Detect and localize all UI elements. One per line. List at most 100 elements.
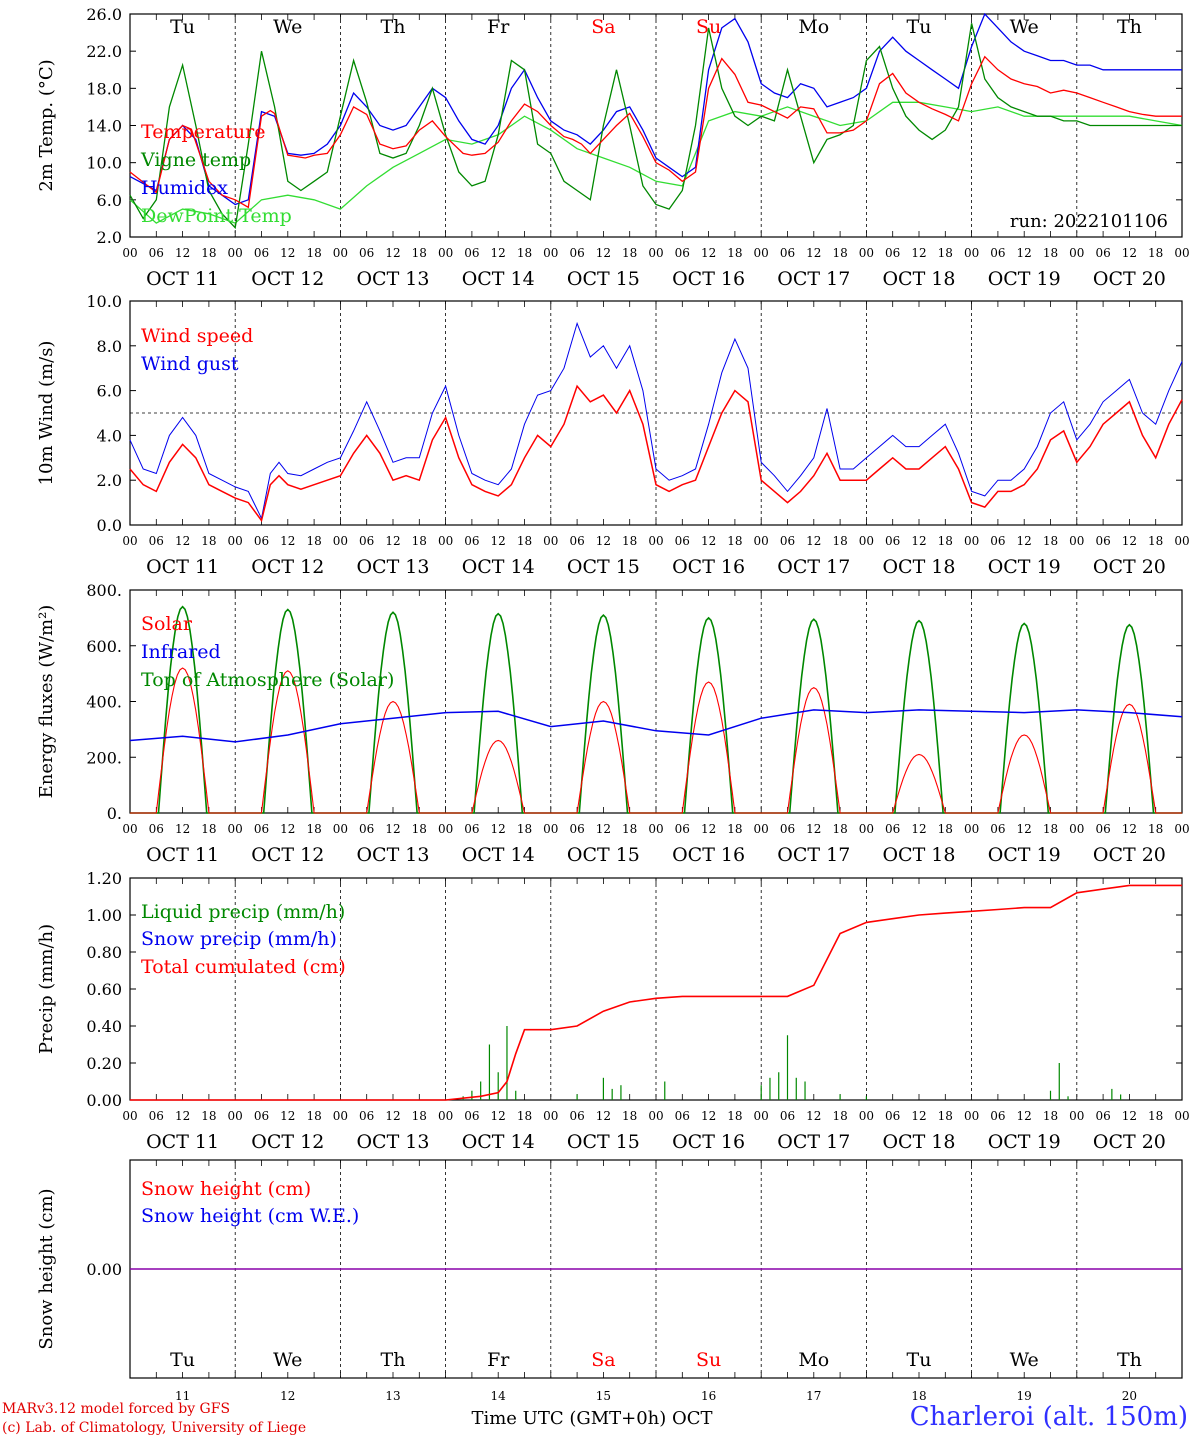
y-axis-label: 2m Temp. (°C) bbox=[36, 59, 57, 191]
hour-tick-label: 06 bbox=[569, 246, 584, 260]
hour-tick-label: 06 bbox=[149, 246, 164, 260]
y-tick-label: 0.0 bbox=[97, 516, 122, 535]
hour-tick-label: 00 bbox=[333, 1109, 348, 1123]
hour-tick-label: 12 bbox=[175, 1109, 190, 1123]
hour-tick-label: 18 bbox=[832, 246, 847, 260]
model-credit: MARv3.12 model forced by GFS bbox=[2, 1401, 231, 1417]
legend-entry: Wind speed bbox=[141, 325, 253, 347]
time-axis-label: Time UTC (GMT+0h) OCT bbox=[471, 1408, 712, 1429]
hour-tick-label: 06 bbox=[1095, 246, 1110, 260]
hour-tick-label: 12 bbox=[385, 822, 400, 836]
hour-tick-label: 06 bbox=[990, 1109, 1005, 1123]
hour-tick-label: 12 bbox=[911, 534, 926, 548]
date-label: OCT 14 bbox=[462, 1131, 535, 1153]
y-tick-label: 600. bbox=[86, 637, 122, 656]
date-label: OCT 11 bbox=[146, 844, 219, 866]
date-label: OCT 14 bbox=[462, 556, 535, 578]
hour-tick-label: 18 bbox=[517, 534, 532, 548]
day-number-label: 17 bbox=[806, 1389, 821, 1403]
weekday-label: We bbox=[273, 16, 302, 38]
hour-tick-label: 00 bbox=[1174, 534, 1189, 548]
hour-tick-label: 18 bbox=[1148, 822, 1163, 836]
hour-tick-label: 18 bbox=[412, 246, 427, 260]
hour-tick-label: 06 bbox=[464, 822, 479, 836]
date-label: OCT 19 bbox=[988, 556, 1061, 578]
hour-tick-label: 12 bbox=[806, 1109, 821, 1123]
date-label: OCT 17 bbox=[777, 268, 850, 290]
date-label: OCT 15 bbox=[567, 1131, 640, 1153]
hour-tick-label: 12 bbox=[806, 534, 821, 548]
y-tick-label: 6.0 bbox=[97, 191, 122, 210]
hour-tick-label: 18 bbox=[938, 534, 953, 548]
hour-tick-label: 12 bbox=[1122, 534, 1137, 548]
hour-tick-label: 00 bbox=[964, 822, 979, 836]
weekday-label: Tu bbox=[907, 16, 932, 38]
hour-tick-label: 18 bbox=[306, 822, 321, 836]
date-label: OCT 12 bbox=[251, 1131, 324, 1153]
hour-tick-label: 00 bbox=[438, 1109, 453, 1123]
hour-tick-label: 18 bbox=[517, 822, 532, 836]
hour-tick-label: 06 bbox=[1095, 1109, 1110, 1123]
hour-tick-label: 06 bbox=[885, 1109, 900, 1123]
date-label: OCT 13 bbox=[356, 556, 429, 578]
hour-tick-label: 00 bbox=[228, 1109, 243, 1123]
hour-tick-label: 00 bbox=[122, 534, 137, 548]
y-tick-label: 8.0 bbox=[97, 337, 122, 356]
hour-tick-label: 06 bbox=[885, 246, 900, 260]
hour-tick-label: 06 bbox=[675, 246, 690, 260]
hour-tick-label: 00 bbox=[333, 534, 348, 548]
hour-tick-label: 06 bbox=[569, 534, 584, 548]
hour-tick-label: 00 bbox=[122, 246, 137, 260]
hour-tick-label: 06 bbox=[254, 1109, 269, 1123]
weekday-label: We bbox=[273, 1349, 302, 1371]
y-axis-label: Snow height (cm) bbox=[36, 1188, 57, 1349]
cumulated-precip-line bbox=[130, 884, 1182, 1101]
date-label: OCT 18 bbox=[882, 268, 955, 290]
hour-tick-label: 12 bbox=[701, 534, 716, 548]
date-label: OCT 15 bbox=[567, 556, 640, 578]
date-label: OCT 18 bbox=[882, 556, 955, 578]
weekday-label: Mo bbox=[798, 16, 829, 38]
y-tick-label: 2.0 bbox=[97, 228, 122, 247]
weekday-label: Mo bbox=[798, 1349, 829, 1371]
hour-tick-label: 12 bbox=[280, 1109, 295, 1123]
hour-tick-label: 00 bbox=[333, 246, 348, 260]
y-tick-label: 0.20 bbox=[86, 1054, 122, 1073]
y-tick-label: 0. bbox=[107, 804, 122, 823]
hour-tick-label: 18 bbox=[201, 822, 216, 836]
hour-tick-label: 06 bbox=[675, 822, 690, 836]
weekday-label: Sa bbox=[591, 1349, 615, 1371]
hour-tick-label: 12 bbox=[175, 534, 190, 548]
hour-tick-label: 12 bbox=[701, 822, 716, 836]
station-label: Charleroi (alt. 150m) bbox=[909, 1402, 1188, 1432]
y-tick-label: 0.00 bbox=[86, 1260, 122, 1279]
hour-tick-label: 06 bbox=[780, 1109, 795, 1123]
y-tick-label: 1.00 bbox=[86, 906, 122, 925]
hour-tick-label: 00 bbox=[648, 534, 663, 548]
series-line bbox=[129, 23, 1182, 230]
day-number-label: 13 bbox=[385, 1389, 400, 1403]
date-label: OCT 19 bbox=[988, 844, 1061, 866]
hour-tick-label: 00 bbox=[438, 246, 453, 260]
hour-tick-label: 12 bbox=[175, 822, 190, 836]
date-label: OCT 15 bbox=[567, 268, 640, 290]
weekday-label: We bbox=[1010, 1349, 1039, 1371]
hour-tick-label: 18 bbox=[306, 246, 321, 260]
weekday-label: Tu bbox=[170, 16, 195, 38]
hour-tick-label: 12 bbox=[385, 1109, 400, 1123]
hour-tick-label: 00 bbox=[543, 822, 558, 836]
weekday-label: We bbox=[1010, 16, 1039, 38]
date-label: OCT 14 bbox=[462, 844, 535, 866]
y-tick-label: 4.0 bbox=[97, 426, 122, 445]
hour-tick-label: 06 bbox=[254, 534, 269, 548]
hour-tick-label: 18 bbox=[412, 822, 427, 836]
hour-tick-label: 12 bbox=[1017, 822, 1032, 836]
date-label: OCT 15 bbox=[567, 844, 640, 866]
hour-tick-label: 18 bbox=[832, 1109, 847, 1123]
hour-tick-label: 00 bbox=[1069, 822, 1084, 836]
hour-tick-label: 06 bbox=[990, 534, 1005, 548]
infrared-line bbox=[129, 709, 1183, 743]
hour-tick-label: 12 bbox=[1017, 246, 1032, 260]
hour-tick-label: 00 bbox=[228, 534, 243, 548]
